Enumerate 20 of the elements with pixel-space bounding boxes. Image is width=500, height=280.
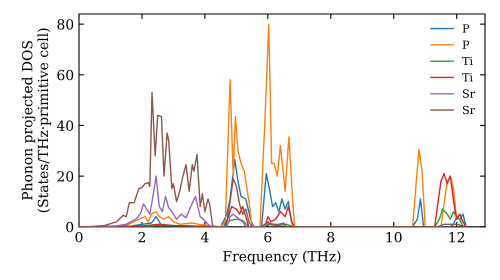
x-tick-label: 0 xyxy=(75,232,82,242)
x-tick-label: 2 xyxy=(138,232,145,242)
legend-label: P xyxy=(462,40,470,49)
y-tick-label: 80 xyxy=(57,19,74,30)
y-tick-label: 60 xyxy=(57,70,74,80)
legend-label: Ti xyxy=(462,73,473,82)
x-tick-label: 12 xyxy=(450,232,464,242)
legend-label: Sr xyxy=(463,89,475,98)
y-tick-label: 0 xyxy=(66,222,74,232)
legend-label: Ti xyxy=(462,56,473,66)
y-axis-title: Phonon projected DOS (States/THz·primitive cell) xyxy=(22,28,51,212)
legend-label: Sr xyxy=(463,106,475,114)
x-axis-title: Frequency (THz) xyxy=(223,250,340,264)
x-tick-label: 8 xyxy=(327,232,334,242)
y-tick-label: 40 xyxy=(56,120,74,131)
x-tick-label: 6 xyxy=(264,232,272,242)
x-tick-label: 4 xyxy=(200,232,209,242)
legend-label: P xyxy=(462,24,470,32)
y-tick-label: 20 xyxy=(57,171,74,182)
x-tick-label: 10 xyxy=(386,232,402,242)
